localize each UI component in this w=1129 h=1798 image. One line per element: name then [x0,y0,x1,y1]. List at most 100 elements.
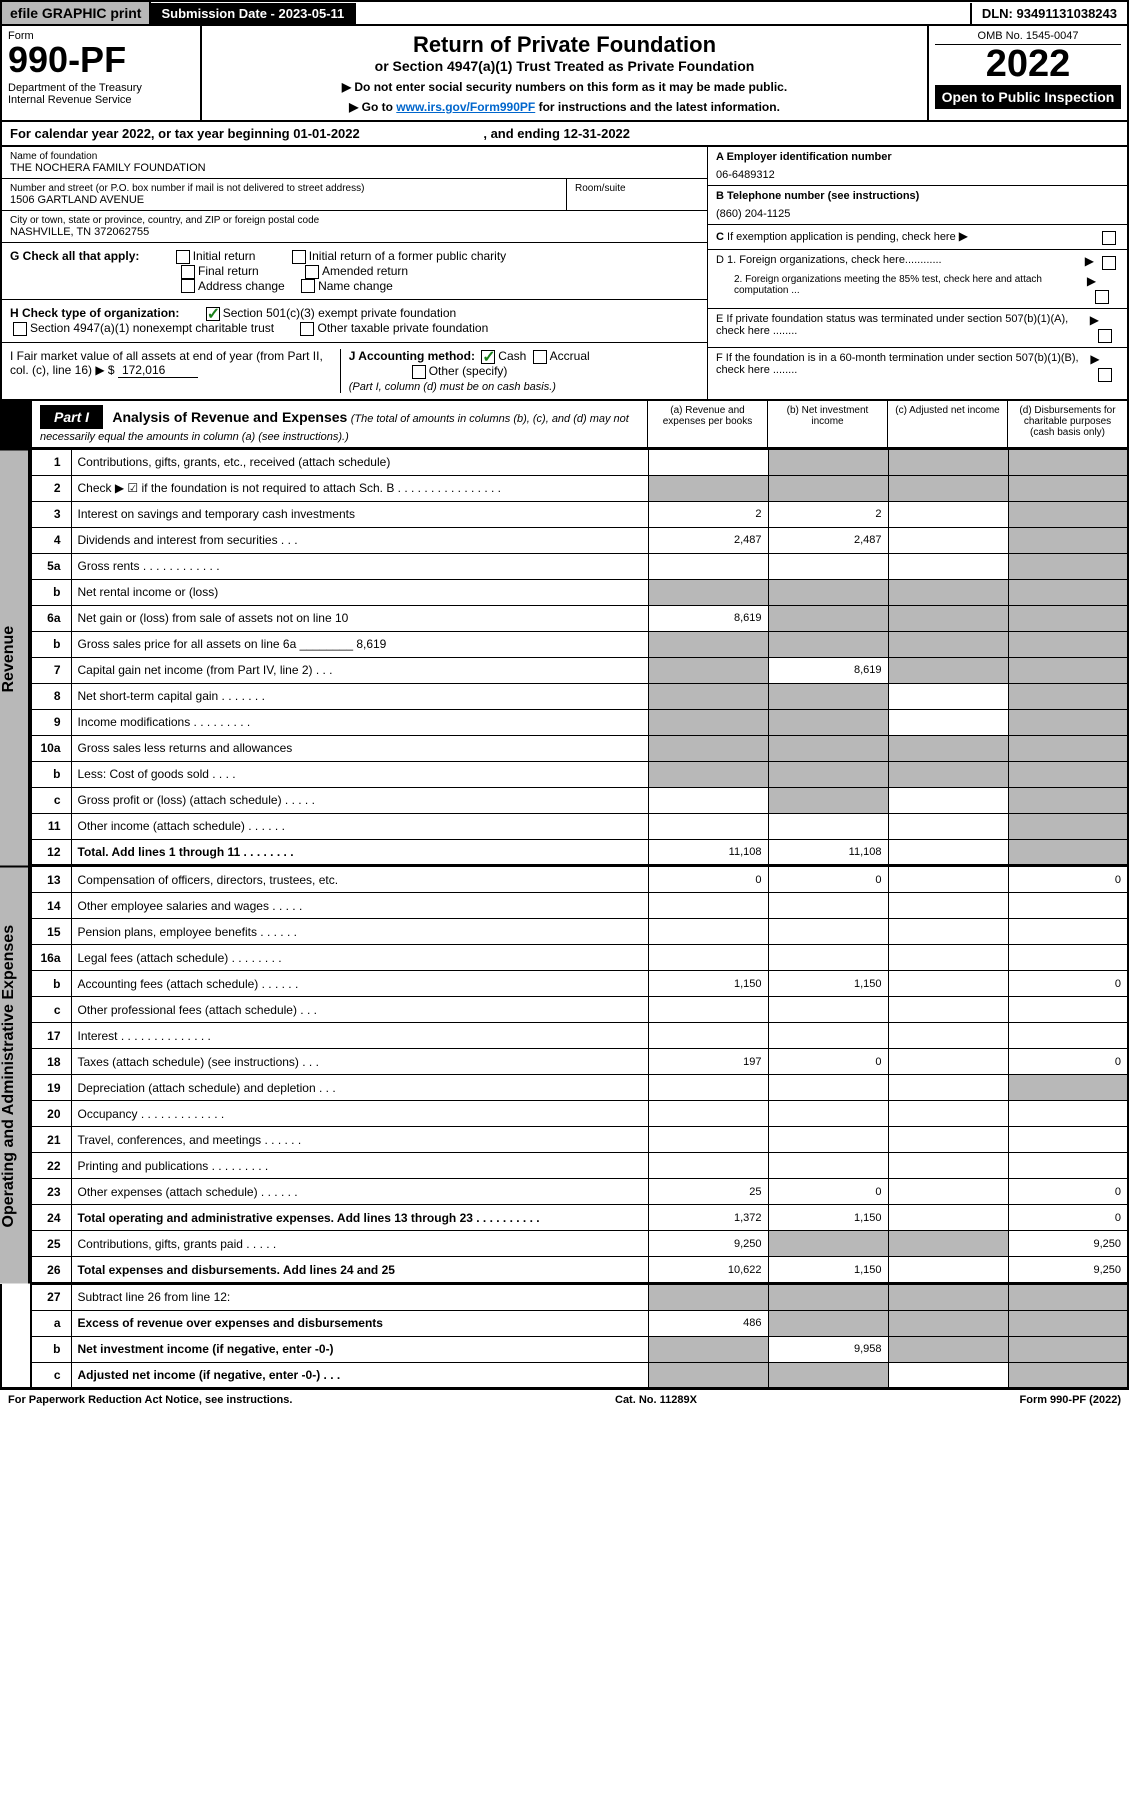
table-row: 6aNet gain or (loss) from sale of assets… [31,605,1128,631]
amount-cell [1008,657,1128,683]
amount-cell [888,553,1008,579]
checkbox-name-change[interactable] [301,279,315,293]
table-row: 13Compensation of officers, directors, t… [31,867,1128,893]
amount-cell: 8,619 [768,657,888,683]
checkbox-initial-public[interactable] [292,250,306,264]
amount-cell [888,1049,1008,1075]
amount-cell: 1,150 [768,1205,888,1231]
row-label: Less: Cost of goods sold . . . . [71,761,648,787]
checkbox-address-change[interactable] [181,279,195,293]
row-number: 8 [31,683,71,709]
amount-cell: 2 [768,501,888,527]
revenue-sidelabel: Revenue [0,449,30,867]
checkbox-other-taxable[interactable] [300,322,314,336]
row-number: 24 [31,1205,71,1231]
amount-cell: 2,487 [648,527,768,553]
amount-cell [648,709,768,735]
row-number: b [31,761,71,787]
row-label: Accounting fees (attach schedule) . . . … [71,971,648,997]
amount-cell [1008,1284,1128,1310]
amount-cell [1008,553,1128,579]
table-row: bGross sales price for all assets on lin… [31,631,1128,657]
section-h: H Check type of organization: Section 50… [2,300,707,343]
checkbox-e[interactable] [1098,329,1112,343]
row-number: 13 [31,867,71,893]
row-label: Income modifications . . . . . . . . . [71,709,648,735]
table-row: bNet investment income (if negative, ent… [31,1336,1128,1362]
row-number: 4 [31,527,71,553]
amount-cell [1008,839,1128,865]
amount-cell: 1,150 [768,971,888,997]
ein-value: 06-6489312 [716,169,1119,181]
table-row: bNet rental income or (loss) [31,579,1128,605]
amount-cell [1008,1127,1128,1153]
form-subtitle: or Section 4947(a)(1) Trust Treated as P… [208,58,921,74]
row-label: Compensation of officers, directors, tru… [71,867,648,893]
row-label: Other employee salaries and wages . . . … [71,893,648,919]
d2-label: 2. Foreign organizations meeting the 85%… [716,274,1087,296]
irs-link[interactable]: www.irs.gov/Form990PF [396,100,535,114]
row-label: Check ▶ ☑ if the foundation is not requi… [71,475,648,501]
table-row: 9Income modifications . . . . . . . . . [31,709,1128,735]
row-label: Net investment income (if negative, ente… [71,1336,648,1362]
amount-cell [1008,893,1128,919]
table-row: bLess: Cost of goods sold . . . . [31,761,1128,787]
amount-cell [768,475,888,501]
checkbox-accrual[interactable] [533,350,547,364]
table-row: 1Contributions, gifts, grants, etc., rec… [31,449,1128,475]
amount-cell [648,735,768,761]
checkbox-d2[interactable] [1095,290,1109,304]
checkbox-other-method[interactable] [412,365,426,379]
col-c-header: (c) Adjusted net income [887,401,1007,447]
checkbox-4947[interactable] [13,322,27,336]
amount-cell [888,1284,1008,1310]
table-row: 27Subtract line 26 from line 12: [31,1284,1128,1310]
checkbox-initial-return[interactable] [176,250,190,264]
revenue-table: 1Contributions, gifts, grants, etc., rec… [30,449,1129,867]
submission-date: Submission Date - 2023-05-11 [151,3,356,24]
amount-cell [768,1231,888,1257]
checkbox-d1[interactable] [1102,256,1116,270]
irs-label: Internal Revenue Service [8,94,194,106]
amount-cell [1008,527,1128,553]
checkbox-501c3[interactable] [206,307,220,321]
row-number: 6a [31,605,71,631]
amount-cell: 197 [648,1049,768,1075]
amount-cell [768,449,888,475]
checkbox-final-return[interactable] [181,265,195,279]
row-label: Net gain or (loss) from sale of assets n… [71,605,648,631]
amount-cell [1008,919,1128,945]
row-number: 22 [31,1153,71,1179]
amount-cell [768,1127,888,1153]
section-g: G Check all that apply: Initial return I… [2,243,707,300]
phone-value: (860) 204-1125 [716,208,1119,220]
row-number: 15 [31,919,71,945]
amount-cell [768,683,888,709]
table-row: 17Interest . . . . . . . . . . . . . . [31,1023,1128,1049]
row-label: Gross sales price for all assets on line… [71,631,648,657]
part1-header-row: Part I Analysis of Revenue and Expenses … [0,401,1129,449]
amount-cell: 0 [768,867,888,893]
amount-cell [648,1075,768,1101]
address-value: 1506 GARTLAND AVENUE [10,194,558,206]
table-row: 11Other income (attach schedule) . . . .… [31,813,1128,839]
top-bar: efile GRAPHIC print Submission Date - 20… [0,0,1129,26]
amount-cell: 10,622 [648,1257,768,1283]
table-row: 16aLegal fees (attach schedule) . . . . … [31,945,1128,971]
table-row: 7Capital gain net income (from Part IV, … [31,657,1128,683]
amount-cell [888,893,1008,919]
checkbox-c[interactable] [1102,231,1116,245]
row-number: 7 [31,657,71,683]
amount-cell [888,1205,1008,1231]
checkbox-f[interactable] [1098,368,1112,382]
checkbox-cash[interactable] [481,350,495,364]
row-label: Other professional fees (attach schedule… [71,997,648,1023]
amount-cell [888,867,1008,893]
amount-cell [888,997,1008,1023]
row-label: Occupancy . . . . . . . . . . . . . [71,1101,648,1127]
amount-cell [1008,579,1128,605]
row-number: 17 [31,1023,71,1049]
amount-cell [1008,1075,1128,1101]
foundation-name: THE NOCHERA FAMILY FOUNDATION [10,162,699,174]
checkbox-amended[interactable] [305,265,319,279]
